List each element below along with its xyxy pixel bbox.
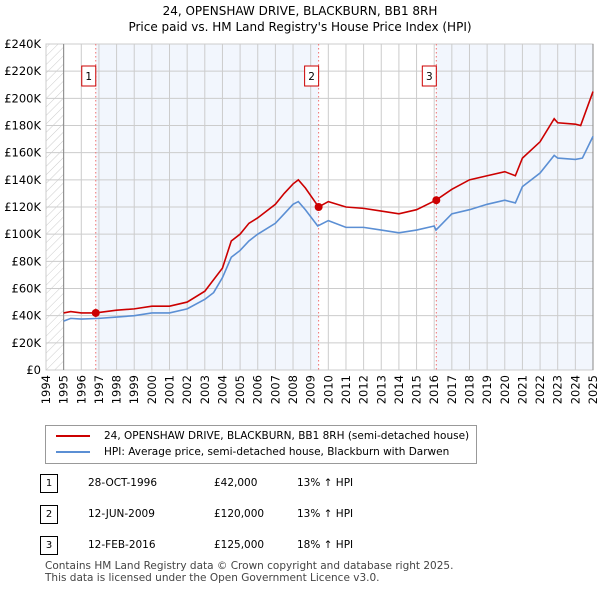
x-tick-label: 2011	[339, 375, 353, 404]
x-tick-label: 1997	[92, 375, 106, 404]
sale-price: £125,000	[214, 539, 265, 551]
sale-number-badge: 3	[40, 536, 58, 555]
sale-label: 2	[308, 71, 315, 83]
x-tick-label: 2019	[480, 375, 494, 404]
x-tick-label: 2024	[568, 375, 582, 404]
legend-swatch-blue	[56, 451, 90, 453]
y-tick-label: £140K	[4, 173, 41, 187]
x-tick-label: 2003	[198, 375, 212, 404]
sale-point	[432, 196, 441, 205]
x-tick-label: 2004	[215, 375, 229, 404]
x-tick-label: 2010	[321, 375, 335, 404]
sale-date: 12-FEB-2016	[88, 539, 156, 551]
table-row: 3 12-FEB-2016 £125,000 18% ↑ HPI	[40, 536, 540, 556]
line-chart: £0 £20K £40K £60K £80K £100K £120K £140K £160K £1…	[4, 37, 600, 404]
footer-copyright: Contains HM Land Registry data © Crown c…	[45, 560, 454, 572]
x-tick-label: 2001	[163, 375, 177, 404]
sale-price: £120,000	[214, 508, 265, 520]
x-tick-label: 2015	[410, 375, 424, 404]
x-tick-label: 2006	[251, 375, 265, 404]
x-tick-label: 2005	[233, 375, 247, 404]
legend: 24, OPENSHAW DRIVE, BLACKBURN, BB1 8RH (…	[45, 425, 477, 464]
legend-item-hpi: HPI: Average price, semi-detached house,…	[56, 446, 449, 458]
sale-label-box	[81, 65, 97, 87]
x-tick-label: 1999	[127, 375, 141, 404]
y-tick-label: £180K	[4, 119, 41, 133]
x-tick-label: 2025	[586, 375, 600, 404]
y-tick-label: £100K	[4, 227, 41, 241]
series-line-hpi	[63, 136, 594, 322]
sale-point	[91, 308, 100, 317]
y-tick-label: £0	[26, 363, 41, 377]
sale-label-box	[304, 65, 320, 87]
y-tick-label: £160K	[4, 146, 41, 160]
x-tick-label: 2020	[498, 375, 512, 404]
series-line-property	[63, 91, 594, 314]
y-tick-label: £80K	[12, 254, 42, 268]
sale-date: 12-JUN-2009	[88, 508, 155, 520]
y-tick-label: £220K	[4, 64, 41, 78]
y-tick-label: £120K	[4, 200, 41, 214]
sale-date: 28-OCT-1996	[88, 477, 157, 489]
legend-label: HPI: Average price, semi-detached house,…	[104, 446, 450, 458]
sale-hpi-diff: 18% ↑ HPI	[297, 539, 354, 551]
chart-subtitle: Price paid vs. HM Land Registry's House …	[128, 20, 472, 34]
y-tick-label: £20K	[12, 336, 42, 350]
x-tick-label: 2009	[304, 375, 318, 404]
legend-label: 24, OPENSHAW DRIVE, BLACKBURN, BB1 8RH (…	[104, 430, 470, 442]
x-tick-label: 2014	[392, 375, 406, 404]
x-tick-label: 2000	[145, 375, 159, 404]
x-tick-label: 2012	[357, 375, 371, 404]
x-tick-label: 2018	[462, 375, 476, 404]
legend-item-property: 24, OPENSHAW DRIVE, BLACKBURN, BB1 8RH (…	[56, 430, 469, 442]
x-tick-label: 2023	[551, 375, 565, 404]
x-tick-label: 1998	[110, 375, 124, 404]
x-tick-label: 2022	[533, 375, 547, 404]
sale-hpi-diff: 13% ↑ HPI	[297, 477, 354, 489]
sale-label-box	[421, 65, 437, 87]
y-tick-label: £60K	[12, 282, 42, 296]
x-tick-label: 2017	[445, 375, 459, 404]
y-tick-label: £40K	[12, 309, 42, 323]
x-tick-label: 2021	[515, 375, 529, 404]
table-row: 2 12-JUN-2009 £120,000 13% ↑ HPI	[40, 505, 540, 525]
x-tick-label: 1996	[74, 375, 88, 404]
x-tick-label: 1995	[57, 375, 71, 404]
sale-price: £42,000	[214, 477, 258, 489]
chart-title: 24, OPENSHAW DRIVE, BLACKBURN, BB1 8RH	[162, 4, 438, 18]
sale-number-badge: 1	[40, 474, 58, 493]
legend-swatch-red	[56, 435, 90, 437]
y-tick-label: £200K	[4, 91, 41, 105]
x-tick-label: 1994	[39, 375, 53, 404]
x-tick-label: 2007	[268, 375, 282, 404]
footer-licence: This data is licensed under the Open Gov…	[45, 572, 380, 584]
x-tick-label: 2013	[374, 375, 388, 404]
table-row: 1 28-OCT-1996 £42,000 13% ↑ HPI	[40, 474, 540, 494]
sale-number-badge: 2	[40, 505, 58, 524]
x-tick-label: 2016	[427, 375, 441, 404]
sale-point	[314, 203, 323, 211]
sale-label: 3	[426, 71, 433, 83]
x-tick-label: 2002	[180, 375, 194, 404]
y-tick-label: £240K	[4, 37, 41, 51]
x-tick-label: 2008	[286, 375, 300, 404]
sale-hpi-diff: 13% ↑ HPI	[297, 508, 354, 520]
sale-label: 1	[85, 71, 92, 83]
